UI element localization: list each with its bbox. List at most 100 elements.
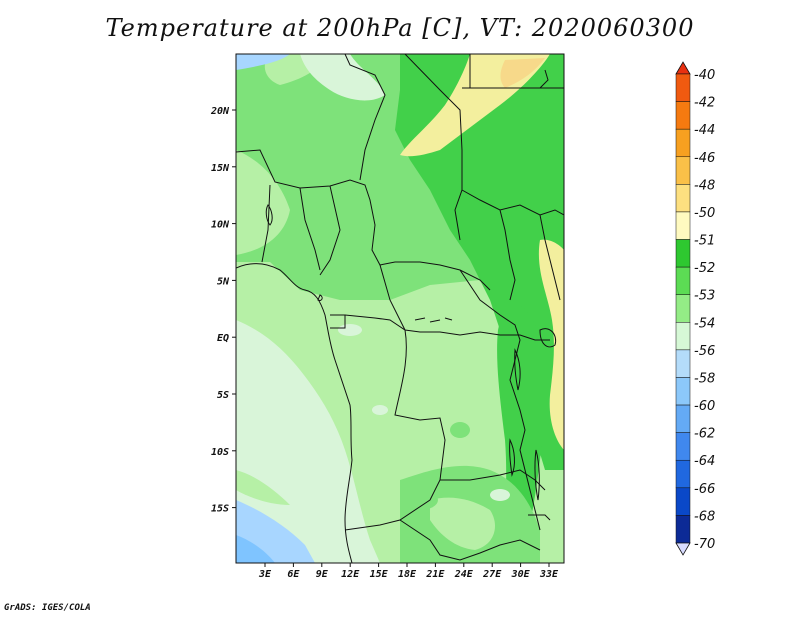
border: [539, 214, 561, 301]
colorbar-label: -58: [694, 371, 715, 386]
longitude-axis: 3E 6E 9E 12E 15E 18E 21E 24E 27E 30E 33E: [258, 563, 559, 580]
lake: [539, 69, 549, 89]
lon-label: 21E: [425, 569, 445, 580]
lon-label: 30E: [511, 569, 531, 580]
colorbar-label: -50: [694, 206, 715, 221]
lon-label: 24E: [454, 569, 474, 580]
colorbar-swatch: [675, 515, 691, 544]
colorbar-arrow-top: [675, 61, 691, 75]
colorbar-label: -42: [694, 96, 715, 111]
colorbar-label: -46: [694, 151, 715, 166]
lat-label: 20N: [210, 106, 230, 117]
map-title: Temperature at 200hPa [C], VT: 202006030…: [105, 14, 695, 42]
lake: [509, 438, 515, 477]
border: [519, 449, 541, 531]
colorbar-swatch: [675, 294, 691, 323]
colorbar-label: -52: [694, 261, 715, 276]
lon-label: 18E: [398, 569, 417, 580]
colorbar-swatch: [675, 432, 691, 461]
colorbar-label: -64: [694, 454, 715, 469]
colorbar-label: -70: [694, 537, 715, 552]
colorbar-swatch: [675, 184, 691, 213]
border: [299, 187, 321, 271]
lon-label: 15E: [370, 569, 389, 580]
colorbar-swatch: [675, 377, 691, 406]
border: [344, 314, 550, 341]
lake: [528, 514, 551, 521]
border: [459, 269, 526, 451]
field-58-sw: [236, 535, 275, 563]
colorbar-label: -54: [694, 316, 715, 331]
lake: [265, 204, 273, 226]
colorbar-label: -60: [694, 399, 715, 414]
colorbar-swatch: [675, 101, 691, 130]
border: [499, 209, 516, 301]
colorbar-label: -66: [694, 482, 715, 497]
field-52-central: [284, 137, 373, 246]
colorbar-label: -48: [694, 178, 715, 193]
border: [319, 185, 341, 276]
lon-label: 3E: [258, 569, 272, 580]
colorbar-swatch: [675, 156, 691, 185]
field-56-nw: [236, 54, 290, 70]
lat-label: 10S: [211, 447, 229, 458]
lon-label: 33E: [539, 569, 559, 580]
lon-label: 12E: [341, 569, 360, 580]
lat-label: EQ: [217, 333, 229, 344]
lake: [539, 328, 557, 348]
colorbar-label: -56: [694, 344, 715, 359]
colorbar-label: -62: [694, 427, 715, 442]
lat-label: 15N: [211, 163, 230, 174]
lat-label: 5S: [217, 390, 229, 401]
colorbar-swatch: [675, 211, 691, 240]
lake: [317, 294, 323, 301]
colorbar-swatch: [675, 322, 691, 351]
colorbar: -40 -42 -44 -46 -48 -50 -51 -52 -53 -54 -56 -58 -60 -…: [675, 61, 715, 556]
field-patch: [490, 489, 510, 501]
lon-label: 6E: [287, 569, 300, 580]
coastline: [236, 263, 353, 563]
colorbar-arrow-bottom: [675, 542, 691, 556]
border: [261, 184, 271, 263]
lake: [514, 348, 521, 391]
border: [330, 314, 346, 329]
lat-label: 10N: [211, 220, 230, 231]
colorbar-label: -51: [694, 234, 715, 249]
field-patch: [402, 490, 438, 510]
field-patch: [372, 405, 388, 415]
colorbar-swatch: [675, 239, 691, 268]
border: [440, 469, 546, 491]
field-53-south: [430, 497, 495, 550]
border: [236, 149, 491, 291]
field-53-sw: [236, 470, 290, 505]
colorbar-label: -40: [694, 68, 715, 83]
colorbar-swatch: [675, 349, 691, 378]
colorbar-swatch: [675, 404, 691, 433]
lake: [414, 317, 453, 323]
border: [461, 189, 564, 216]
lat-label: 5N: [217, 276, 230, 287]
colorbar-swatch: [675, 459, 691, 489]
map-frame: [235, 53, 565, 564]
colorbar-label: -44: [694, 123, 715, 138]
border: [344, 329, 446, 531]
colorbar-label: -53: [694, 289, 715, 304]
colorbar-swatch: [675, 73, 691, 102]
border: [404, 54, 463, 241]
border: [399, 519, 541, 561]
map-boundaries: [236, 54, 564, 563]
field-54-north: [300, 54, 385, 101]
colorbar-label: -68: [694, 509, 715, 524]
colorbar-swatch: [675, 487, 691, 516]
colorbar-swatch: [675, 266, 691, 295]
field-48-ne: [500, 58, 545, 88]
border: [379, 264, 406, 331]
field-patch: [338, 324, 362, 336]
lon-label: 9E: [316, 569, 329, 580]
field-53-patch-west: [236, 150, 290, 255]
colorbar-swatch: [675, 128, 691, 158]
lat-label: 15S: [211, 504, 229, 515]
grads-credit: GrADS: IGES/COLA: [4, 603, 91, 613]
lon-label: 27E: [482, 569, 502, 580]
latitude-axis: 20N 15N 10N 5N EQ 5S 10S 15S: [210, 106, 236, 515]
